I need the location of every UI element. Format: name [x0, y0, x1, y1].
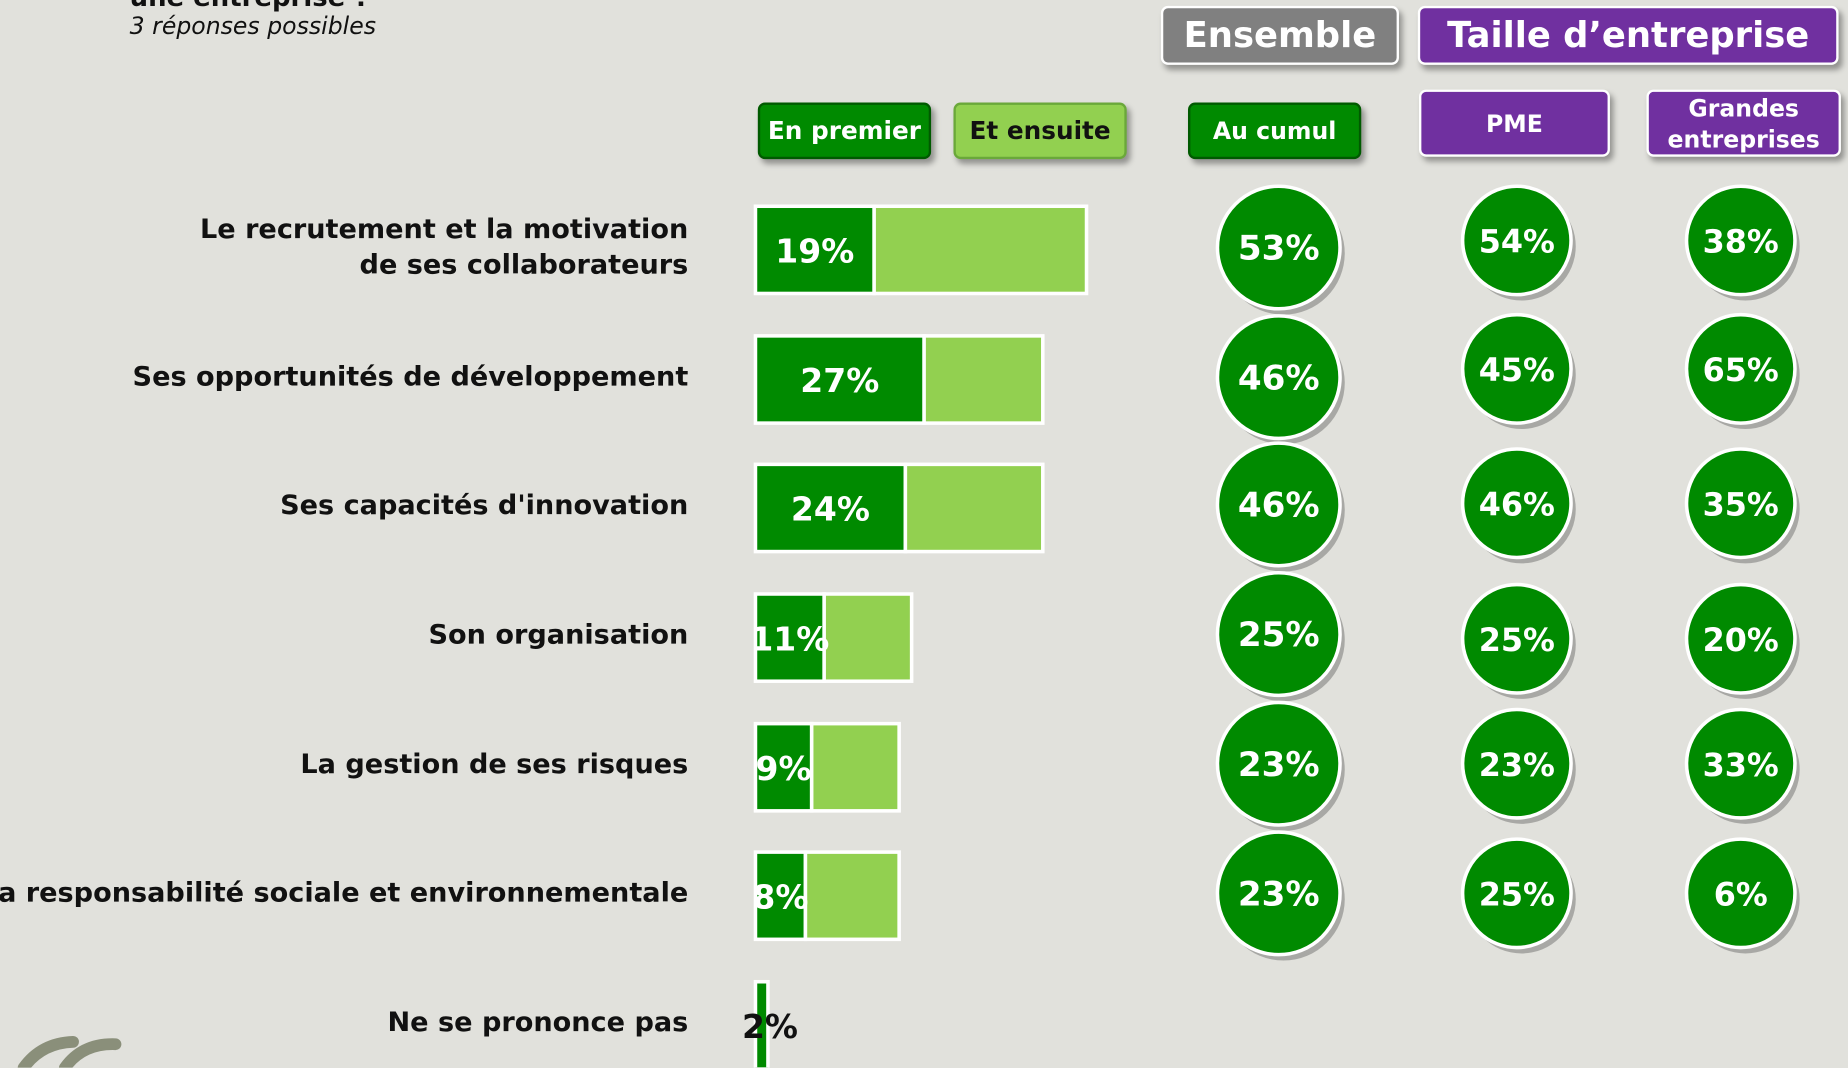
category-label: La gestion de ses risques [300, 749, 689, 781]
category-label: Son organisation [428, 619, 689, 651]
bubble [1684, 707, 1797, 820]
value-label: 24% [791, 490, 870, 529]
value-label: 65% [1703, 351, 1779, 389]
category-label: Ses opportunités de développement [132, 361, 689, 393]
bubble [1215, 700, 1342, 827]
value-label: 25% [1238, 615, 1320, 655]
value-label: 27% [800, 361, 879, 400]
bar-segment [753, 979, 770, 1068]
legend-item: Et ensuite [953, 102, 1127, 160]
bubble [1215, 184, 1342, 311]
value-label: 23% [1238, 875, 1320, 915]
value-label: 38% [1703, 223, 1779, 261]
bubble [1215, 571, 1342, 698]
bubble [1215, 830, 1342, 957]
bubble [1215, 441, 1342, 568]
value-label: 46% [1238, 358, 1320, 398]
bar-segment [872, 204, 1089, 296]
value-label: 46% [1238, 486, 1320, 526]
column-header: PME [1418, 89, 1610, 157]
value-label: 23% [1238, 745, 1320, 785]
value-label: 6% [1714, 876, 1768, 914]
bubble [1460, 312, 1573, 425]
bubble [1684, 447, 1797, 560]
subtitle: 3 réponses possibles [129, 11, 377, 41]
category-label: Sa responsabilité sociale et environneme… [0, 878, 689, 909]
value-label: 25% [1479, 621, 1555, 659]
value-label: 45% [1479, 351, 1555, 389]
value-label: 20% [1703, 621, 1779, 659]
category-label: Le recrutement et la motivation de ses c… [199, 214, 689, 281]
group-header: Taille d’entreprise [1417, 5, 1839, 65]
bubble [1460, 447, 1573, 560]
value-label: 54% [1479, 223, 1555, 261]
bubble [1460, 184, 1573, 297]
bar-segment [922, 334, 1045, 425]
value-label: 23% [1479, 746, 1555, 784]
column-header: Au cumul [1187, 102, 1362, 160]
bar-segment [903, 462, 1045, 554]
value-label: 25% [1479, 876, 1555, 914]
bubble [1460, 707, 1573, 820]
title: une entreprise ? [130, 0, 370, 13]
quote-decoration [17, 1035, 122, 1068]
bar-segment [753, 462, 908, 554]
legend-item: En premier [757, 102, 932, 160]
bar-segment [809, 721, 901, 813]
bubble [1460, 582, 1573, 695]
value-label: 33% [1703, 746, 1779, 784]
category-label: Ne se prononce pas [387, 1007, 689, 1039]
bar-segment [753, 721, 814, 813]
value-label: 11% [750, 619, 829, 658]
value-label: 53% [1238, 229, 1320, 269]
value-label: 8% [752, 877, 808, 916]
bar-segment [803, 850, 901, 942]
bubble [1215, 314, 1342, 441]
column-header: Grandes entreprises [1646, 89, 1841, 157]
bubble [1684, 582, 1797, 695]
bubble [1684, 184, 1797, 297]
bubble [1684, 312, 1797, 425]
group-header: Ensemble [1160, 5, 1399, 65]
value-label: 19% [775, 232, 854, 271]
bubble [1684, 837, 1797, 950]
bubble [1460, 837, 1573, 950]
bar-segment [753, 850, 808, 942]
bar-segment [822, 592, 914, 683]
bar-segment [753, 204, 876, 296]
category-label: Ses capacités d'innovation [280, 490, 689, 521]
value-label: 46% [1479, 485, 1555, 523]
value-label: 2% [742, 1007, 798, 1046]
value-label: 9% [756, 749, 812, 788]
value-label: 35% [1703, 485, 1779, 523]
